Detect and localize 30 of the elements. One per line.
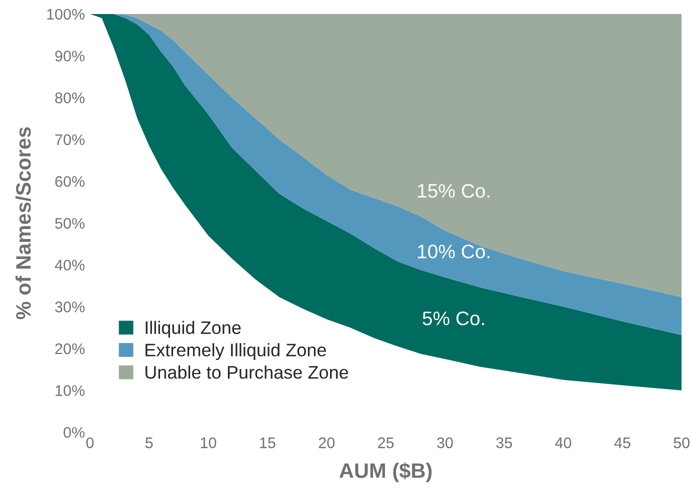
y-tick-label: 80% [55,92,85,104]
y-tick-label: 60% [55,176,85,187]
series-label: Illiquid Zone [146,320,241,338]
annotation: 5% Co. [422,312,484,326]
y-axis-title: % of Names/Scores [15,127,32,320]
y-tick-label: 70% [55,134,85,146]
x-tick-label: 0 [86,437,94,448]
series-label: Extremely Illiquid Zone [146,343,326,360]
y-tick-label: 0% [64,427,85,438]
y-tick-label: 20% [55,343,85,354]
annotation: 15% Co. [418,184,490,198]
x-tick-label: 15 [260,438,276,448]
x-tick-label: 35 [496,437,512,448]
x-tick-label: 40 [555,437,572,448]
y-tick-label: 90% [55,50,85,62]
x-tick-label: 50 [674,437,690,448]
x-tick-label: 45 [614,438,630,448]
y-tick-label: 50% [55,218,85,229]
x-tick-label: 25 [378,437,394,448]
x-tick-label: 20 [318,437,335,448]
y-tick-label: 10% [56,385,85,396]
x-tick-label: 30 [437,437,453,448]
y-tick-label: 30% [55,302,85,312]
y-tick-label: 40% [54,260,85,271]
y-tick-label: 100% [47,8,85,20]
x-tick-label: 5 [145,438,153,448]
annotation: 10% Co. [418,244,490,258]
series-label: Unable to Purchase Zone [146,366,348,379]
x-axis-title: AUM ($B) [339,462,432,482]
x-tick-label: 10 [200,437,216,448]
